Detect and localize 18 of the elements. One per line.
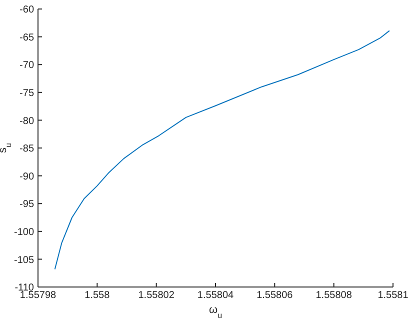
y-tick-label: -105 [14, 254, 34, 266]
y-tick-label: -70 [20, 60, 34, 72]
y-tick-label: -95 [20, 199, 34, 210]
x-tick-label: 1.55804 [197, 290, 234, 302]
y-tick-label: -90 [20, 171, 34, 182]
x-axis-title: ω$_{u}$ [208, 304, 222, 320]
y-tick-label: -60 [20, 4, 34, 16]
x-tick-label: 1.5581 [378, 290, 409, 302]
x-tick-label: 1.55802 [138, 290, 175, 302]
y-tick-label: -80 [20, 116, 34, 127]
x-tick-label: 1.55808 [316, 290, 352, 302]
line-series [54, 30, 390, 270]
y-tick-label: -65 [20, 32, 34, 44]
x-tick-label: 1.55806 [256, 290, 294, 302]
y-tick-label: -100 [14, 226, 34, 238]
y-tick-label: -75 [20, 88, 34, 99]
x-tick-label: 1.558 [84, 290, 110, 302]
y-tick-label: -85 [20, 144, 34, 155]
